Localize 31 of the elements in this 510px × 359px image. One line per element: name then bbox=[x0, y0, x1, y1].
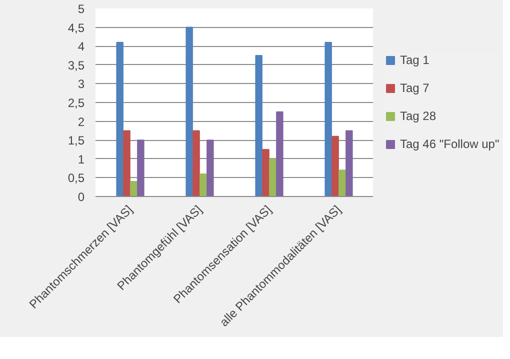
y-tick-label: 1 bbox=[78, 152, 85, 166]
bar bbox=[346, 130, 353, 196]
bar bbox=[192, 130, 200, 196]
y-tick-label: 1,5 bbox=[68, 134, 85, 148]
bar bbox=[200, 173, 207, 196]
bar bbox=[123, 130, 130, 196]
bar bbox=[206, 140, 214, 196]
bar bbox=[338, 170, 346, 196]
bar bbox=[324, 42, 332, 196]
legend-label: Tag 7 bbox=[400, 81, 430, 95]
y-tick-label: 2 bbox=[78, 114, 85, 129]
bar bbox=[116, 42, 124, 196]
bar bbox=[269, 158, 276, 196]
y-tick-label: 3,5 bbox=[68, 58, 85, 72]
bar bbox=[332, 136, 339, 196]
legend-label: Tag 28 bbox=[400, 109, 436, 123]
y-tick-label: 4,5 bbox=[68, 20, 85, 35]
bar bbox=[137, 140, 144, 196]
y-tick-label: 0 bbox=[78, 190, 85, 204]
y-tick-label: 5 bbox=[78, 2, 85, 16]
bar bbox=[130, 180, 138, 196]
y-tick-label: 2,5 bbox=[68, 96, 85, 110]
y-tick-label: 3 bbox=[78, 77, 85, 92]
y-tick-label: 4 bbox=[78, 40, 85, 54]
legend-label: Tag 1 bbox=[400, 53, 430, 67]
bar bbox=[255, 55, 262, 196]
bar bbox=[276, 111, 284, 196]
bar bbox=[186, 26, 193, 196]
legend-label: Tag 46 "Follow up" bbox=[400, 137, 500, 151]
y-tick-label: 0,5 bbox=[68, 171, 85, 186]
bar bbox=[262, 149, 270, 196]
